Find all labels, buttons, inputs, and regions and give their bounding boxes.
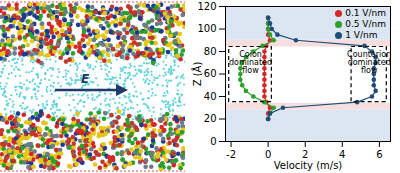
html-text:0.1 V/nm: 0.1 V/nm — [345, 8, 386, 18]
svg-text:Z (Å): Z (Å) — [191, 62, 203, 87]
svg-text:120: 120 — [197, 1, 216, 12]
svg-text:80: 80 — [204, 46, 217, 57]
svg-text:100: 100 — [197, 23, 216, 34]
svg-text:-2: -2 — [226, 149, 236, 160]
svg-text:Coiondominatedflow: Coiondominatedflow — [229, 50, 272, 75]
svg-text:6: 6 — [376, 149, 382, 160]
svg-text:E: E — [81, 72, 90, 86]
html-text:1 V/nm: 1 V/nm — [345, 30, 378, 40]
svg-text:0: 0 — [210, 136, 216, 147]
html-text:0.5 V/nm: 0.5 V/nm — [345, 19, 386, 29]
svg-text:Counteriondominatedflow: Counteriondominatedflow — [347, 50, 391, 75]
svg-text:20: 20 — [204, 113, 217, 124]
svg-text:0: 0 — [265, 149, 271, 160]
svg-text:4: 4 — [339, 149, 345, 160]
svg-text:Velocity (m/s): Velocity (m/s) — [274, 160, 343, 171]
svg-text:2: 2 — [302, 149, 308, 160]
svg-text:40: 40 — [204, 91, 217, 102]
svg-text:60: 60 — [204, 68, 217, 79]
